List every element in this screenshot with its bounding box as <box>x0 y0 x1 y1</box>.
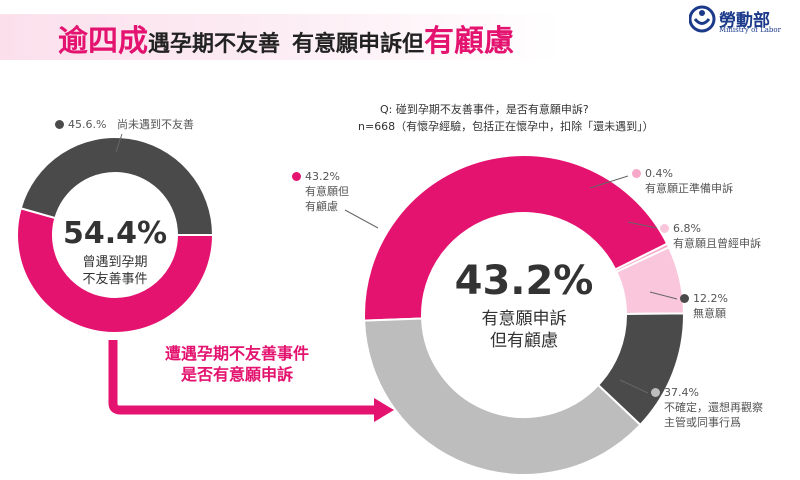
legend-dot-icon <box>660 224 669 233</box>
logo-subtitle: Ministry of Labor <box>719 26 781 34</box>
question-line-2: n=668（有懷孕經驗，包括正在懷孕中，扣除「還未遇到」） <box>358 120 654 134</box>
right-center-description: 有意願申訴 但有顧慮 <box>481 309 567 352</box>
question-line-1: Q: 碰到孕期不友善事件，是否有意願申訴? <box>380 103 589 116</box>
legend-dot-icon <box>292 172 301 181</box>
label-has-complained: 6.8% 有意願且曾經申訴 <box>660 222 761 252</box>
legend-dot-icon <box>55 120 64 129</box>
logo-name: 勞動部 <box>719 11 770 31</box>
slice-not-encountered <box>19 136 215 236</box>
label-uncertain: 37.4% 不確定，還想再觀察 主管或同事行爲 <box>651 386 763 431</box>
flow-arrow-shaft <box>108 340 374 415</box>
arrow-caption: 遭遇孕期不友善事件 是否有意願申訴 <box>165 344 310 384</box>
title-highlight-2: 有顧慮 <box>424 24 515 59</box>
left-donut-chart <box>16 136 215 334</box>
right-center-percent: 43.2% <box>454 258 594 304</box>
legend-dot-icon <box>680 294 689 303</box>
left-center-description: 曾遇到孕期 不友善事件 <box>82 255 148 287</box>
title-middle: 遇孕期不友善 <box>148 32 281 57</box>
label-unwilling: 12.2% 無意願 <box>680 292 728 322</box>
legend-dot-icon <box>632 169 641 178</box>
slice-encountered <box>16 207 215 334</box>
label-preparing-to-complain: 0.4% 有意願正準備申訴 <box>632 167 733 197</box>
ministry-logo-icon <box>688 5 716 33</box>
ministry-logo: 勞動部 Ministry of Labor <box>688 4 799 40</box>
title-middle-2: 有意願申訴但 <box>292 32 425 57</box>
left-center-percent: 54.4% <box>62 216 168 251</box>
survey-question: Q: 碰到孕期不友善事件，是否有意願申訴? n=668（有懷孕經驗，包括正在懷孕… <box>358 101 654 135</box>
legend-dot-icon <box>651 388 660 397</box>
flow-arrow <box>108 340 394 422</box>
title-band <box>0 14 560 60</box>
page-title: 逾四成遇孕期不友善 有意願申訴但有顧慮 <box>58 16 514 60</box>
label-willing-with-concerns: 43.2% 有意願但 有顧慮 <box>292 170 349 215</box>
flow-arrow-head-icon <box>374 398 394 422</box>
title-highlight-1: 逾四成 <box>58 24 148 59</box>
left-label-not-encountered: 45.6.% 尚未遇到不友善 <box>55 118 194 133</box>
